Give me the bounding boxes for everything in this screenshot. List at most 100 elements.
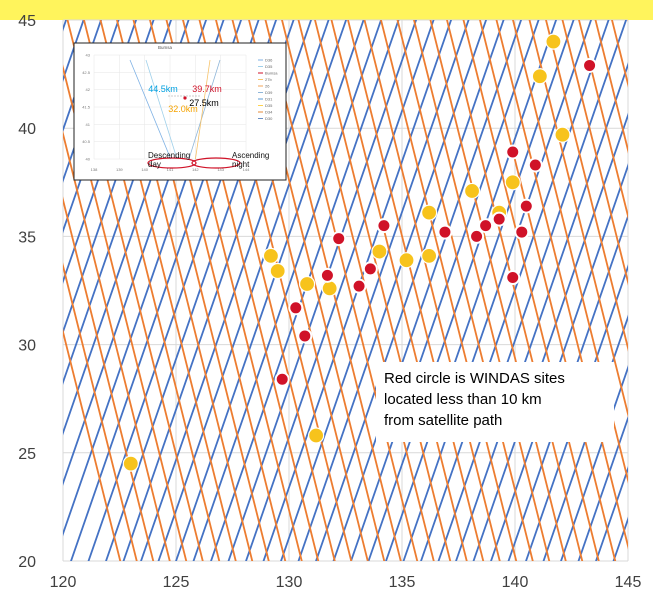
yellow-site-marker bbox=[545, 33, 562, 50]
red-site-marker bbox=[288, 300, 304, 316]
inset-legend-label: D31 bbox=[265, 97, 273, 102]
ascending-track bbox=[611, 20, 628, 88]
descending-track bbox=[402, 20, 593, 561]
x-tick-label: 130 bbox=[276, 574, 303, 591]
red-site-marker bbox=[518, 198, 534, 214]
red-site-marker bbox=[376, 218, 392, 234]
y-tick-label: 25 bbox=[18, 446, 36, 463]
descending-track bbox=[210, 20, 400, 561]
descending-track bbox=[635, 0, 653, 596]
ascending-track bbox=[347, 20, 485, 561]
ascending-track bbox=[479, 20, 617, 561]
inset-x-tick: 138 bbox=[91, 167, 98, 172]
x-tick-labels: 120 125 130 135 140 145 bbox=[50, 574, 642, 591]
ascending-track bbox=[561, 20, 628, 286]
descending-track bbox=[618, 0, 653, 596]
inset-legend-label: D34 bbox=[265, 110, 273, 115]
inset-x-tick: 141 bbox=[167, 167, 174, 172]
descending-track bbox=[262, 20, 453, 561]
descending-ellipse bbox=[147, 157, 197, 169]
descending-track bbox=[542, 314, 628, 561]
ascending-track bbox=[396, 20, 534, 561]
x-tick-label: 135 bbox=[389, 574, 416, 591]
descending-track bbox=[63, 20, 103, 133]
ascending-track bbox=[640, 0, 653, 596]
y-tick-labels: 20 25 30 35 40 45 bbox=[18, 13, 36, 571]
descending-track bbox=[420, 20, 610, 561]
ascending-track bbox=[495, 20, 628, 550]
inset-legend-label: D35 bbox=[265, 64, 273, 69]
descending-track bbox=[560, 365, 628, 561]
inset-x-tick: 139 bbox=[116, 167, 123, 172]
ascending-track bbox=[63, 64, 188, 561]
descending-track bbox=[192, 20, 383, 561]
red-site-marker bbox=[297, 328, 313, 344]
y-tick-label: 35 bbox=[18, 229, 36, 246]
red-site-marker bbox=[362, 261, 378, 277]
inset-track bbox=[195, 59, 211, 159]
title-highlight-band bbox=[0, 0, 653, 20]
yellow-site-marker bbox=[554, 126, 571, 143]
site-markers bbox=[122, 33, 598, 472]
inset-x-tick: 143 bbox=[217, 167, 224, 172]
ascending-track bbox=[297, 20, 435, 561]
x-tick-label: 125 bbox=[163, 574, 190, 591]
inset-track bbox=[129, 59, 172, 159]
yellow-site-marker bbox=[421, 204, 438, 221]
ascending-track bbox=[594, 20, 628, 154]
x-tick-label: 140 bbox=[502, 574, 529, 591]
inset-y-tick: 41.5 bbox=[82, 105, 91, 110]
ascending-track bbox=[63, 130, 171, 561]
yellow-site-marker bbox=[298, 275, 316, 293]
x-tick-label: 120 bbox=[50, 574, 77, 591]
yellow-site-marker bbox=[421, 247, 438, 264]
descending-track bbox=[0, 0, 3, 596]
x-tick-label: 145 bbox=[615, 574, 642, 591]
red-site-marker bbox=[491, 211, 507, 227]
yellow-site-marker bbox=[122, 455, 139, 472]
yellow-site-marker bbox=[504, 174, 521, 191]
inset-bumsa-marker bbox=[183, 96, 187, 100]
ascending-track bbox=[281, 20, 419, 561]
ascending-track bbox=[380, 20, 518, 561]
red-site-marker bbox=[331, 231, 347, 247]
descending-track bbox=[63, 20, 68, 32]
inset-y-tick: 41 bbox=[86, 122, 91, 127]
inset-distance-3: 32.0km bbox=[168, 104, 198, 114]
descending-track bbox=[385, 20, 575, 561]
yellow-site-marker bbox=[371, 243, 388, 260]
red-site-marker bbox=[514, 224, 530, 240]
inset-legend-label: D35 bbox=[265, 103, 273, 108]
annotation-box: Red circle is WINDAS sites located less … bbox=[376, 362, 614, 442]
inset-legend-label: Bumsa bbox=[265, 71, 278, 76]
descending-track bbox=[350, 20, 540, 561]
red-site-marker bbox=[505, 144, 521, 160]
red-site-marker bbox=[469, 228, 485, 244]
yellow-site-marker bbox=[269, 262, 286, 280]
annotation-text: Red circle is WINDAS sites located less … bbox=[384, 370, 565, 429]
inset-distance-1: 44.5km bbox=[148, 84, 178, 94]
inset-y-tick: 40.5 bbox=[82, 139, 91, 144]
inset-y-tick: 42 bbox=[86, 87, 91, 92]
y-tick-label: 45 bbox=[18, 13, 36, 30]
yellow-site-marker bbox=[321, 280, 338, 297]
inset-chart: Bumsa 138 139 140 141 142 143 144 43 42.5 42 41.5 4… bbox=[73, 42, 287, 181]
descending-track bbox=[490, 163, 628, 561]
ascending-track bbox=[578, 20, 628, 220]
descending-track bbox=[472, 112, 628, 561]
y-tick-label: 20 bbox=[18, 554, 36, 571]
ascending-track bbox=[512, 20, 628, 484]
inset-ticks: 138 139 140 141 142 143 144 43 42.5 42 41.5 41 40.5 4… bbox=[82, 53, 250, 173]
inset-y-tick: 40 bbox=[86, 157, 91, 162]
inset-tracks bbox=[129, 59, 221, 159]
inset-x-tick: 140 bbox=[141, 167, 148, 172]
descending-track bbox=[332, 20, 523, 561]
ascending-track bbox=[462, 20, 600, 561]
red-site-marker bbox=[478, 218, 494, 234]
yellow-site-marker bbox=[398, 252, 415, 269]
inset-legend-label: D30 bbox=[265, 116, 273, 121]
descending-track bbox=[140, 20, 330, 561]
descending-track bbox=[245, 20, 435, 561]
yellow-site-marker bbox=[531, 68, 548, 85]
